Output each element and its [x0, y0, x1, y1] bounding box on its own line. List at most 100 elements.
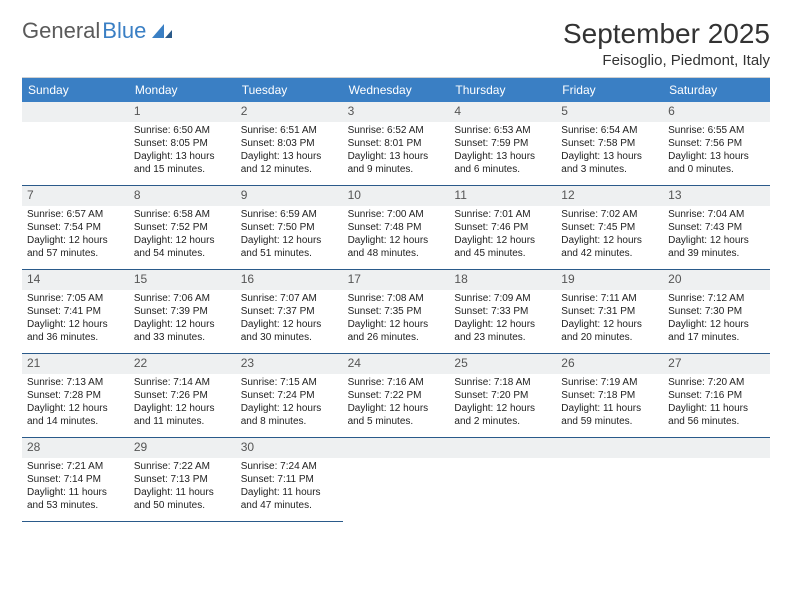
calendar-grid: SundayMondayTuesdayWednesdayThursdayFrid…	[22, 77, 770, 522]
empty-cell	[556, 438, 663, 522]
sunset-line: Sunset: 7:28 PM	[27, 389, 124, 402]
sunset-line: Sunset: 7:18 PM	[561, 389, 658, 402]
day-header: Wednesday	[343, 78, 450, 102]
daylight-line: Daylight: 12 hours and 54 minutes.	[134, 234, 231, 260]
day-cell: 15 Sunrise: 7:06 AMSunset: 7:39 PMDayligh…	[129, 270, 236, 354]
day-number: 17	[343, 270, 450, 290]
sunset-line: Sunset: 7:24 PM	[241, 389, 338, 402]
daylight-line: Daylight: 13 hours and 6 minutes.	[454, 150, 551, 176]
sunset-line: Sunset: 7:54 PM	[27, 221, 124, 234]
sunset-line: Sunset: 8:03 PM	[241, 137, 338, 150]
location-subtitle: Feisoglio, Piedmont, Italy	[563, 52, 770, 69]
daylight-line: Daylight: 12 hours and 23 minutes.	[454, 318, 551, 344]
day-number: 27	[663, 354, 770, 374]
empty-day-strip	[22, 102, 129, 122]
day-cell: 17Sunrise: 7:08 AMSunset: 7:35 PMDayligh…	[343, 270, 450, 354]
calendar-page: GeneralBlue September 2025 Feisoglio, Pi…	[0, 0, 792, 612]
sunrise-line: Sunrise: 7:07 AM	[241, 292, 338, 305]
day-cell: 30Sunrise: 7:24 AMSunset: 7:11 PMDayligh…	[236, 438, 343, 522]
daylight-line: Daylight: 12 hours and 11 minutes.	[134, 402, 231, 428]
empty-day-strip	[343, 438, 450, 458]
day-cell: 25Sunrise: 7:18 AMSunset: 7:20 PMDayligh…	[449, 354, 556, 438]
sunset-line: Sunset: 7:30 PM	[668, 305, 765, 318]
sunset-line: Sunset: 8:05 PM	[134, 137, 231, 150]
logo-sail-icon	[150, 22, 174, 40]
day-cell: 13 Sunrise: 7:04 AMSunset: 7:43 PMDayligh…	[663, 186, 770, 270]
day-header: Saturday	[663, 78, 770, 102]
sunrise-line: Sunrise: 6:57 AM	[27, 208, 124, 221]
sunset-line: Sunset: 7:13 PM	[134, 473, 231, 486]
sunrise-line: Sunrise: 7:24 AM	[241, 460, 338, 473]
daylight-line: Daylight: 12 hours and 5 minutes.	[348, 402, 445, 428]
day-cell: 29Sunrise: 7:22 AMSunset: 7:13 PMDayligh…	[129, 438, 236, 522]
sunrise-line: Sunrise: 6:52 AM	[348, 124, 445, 137]
brand-blue: Blue	[102, 18, 146, 44]
daylight-line: Daylight: 13 hours and 12 minutes.	[241, 150, 338, 176]
sunset-line: Sunset: 7:33 PM	[454, 305, 551, 318]
day-cell: 7Sunrise: 6:57 AMSunset: 7:54 PMDaylight…	[22, 186, 129, 270]
sunrise-line: Sunrise: 7:18 AM	[454, 376, 551, 389]
day-number: 18	[449, 270, 556, 290]
day-number: 24	[343, 354, 450, 374]
day-number: 13	[663, 186, 770, 206]
sunset-line: Sunset: 7:26 PM	[134, 389, 231, 402]
day-number: 1	[129, 102, 236, 122]
day-cell: 5Sunrise: 6:54 AMSunset: 7:58 PMDaylight…	[556, 102, 663, 186]
sunset-line: Sunset: 7:39 PM	[134, 305, 231, 318]
sunset-line: Sunset: 7:16 PM	[668, 389, 765, 402]
day-cell: 11Sunrise: 7:01 AMSunset: 7:46 PMDayligh…	[449, 186, 556, 270]
daylight-line: Daylight: 13 hours and 0 minutes.	[668, 150, 765, 176]
empty-cell	[22, 102, 129, 186]
sunset-line: Sunset: 7:58 PM	[561, 137, 658, 150]
sunset-line: Sunset: 7:11 PM	[241, 473, 338, 486]
daylight-line: Daylight: 12 hours and 36 minutes.	[27, 318, 124, 344]
sunrise-line: Sunrise: 7:13 AM	[27, 376, 124, 389]
sunrise-line: Sunrise: 6:58 AM	[134, 208, 231, 221]
sunrise-line: Sunrise: 7:05 AM	[27, 292, 124, 305]
day-number: 25	[449, 354, 556, 374]
daylight-line: Daylight: 11 hours and 50 minutes.	[134, 486, 231, 512]
daylight-line: Daylight: 12 hours and 14 minutes.	[27, 402, 124, 428]
sunrise-line: Sunrise: 7:04 AM	[668, 208, 765, 221]
sunrise-line: Sunrise: 7:19 AM	[561, 376, 658, 389]
sunrise-line: Sunrise: 7:16 AM	[348, 376, 445, 389]
sunrise-line: Sunrise: 7:06 AM	[134, 292, 231, 305]
page-header: GeneralBlue September 2025 Feisoglio, Pi…	[22, 18, 770, 69]
day-header: Monday	[129, 78, 236, 102]
title-block: September 2025 Feisoglio, Piedmont, Ital…	[563, 18, 770, 69]
sunset-line: Sunset: 7:41 PM	[27, 305, 124, 318]
daylight-line: Daylight: 13 hours and 15 minutes.	[134, 150, 231, 176]
sunset-line: Sunset: 7:45 PM	[561, 221, 658, 234]
sunrise-line: Sunrise: 7:01 AM	[454, 208, 551, 221]
day-number: 16	[236, 270, 343, 290]
day-header: Sunday	[22, 78, 129, 102]
sunrise-line: Sunrise: 7:08 AM	[348, 292, 445, 305]
empty-day-strip	[663, 438, 770, 458]
sunset-line: Sunset: 7:56 PM	[668, 137, 765, 150]
day-cell: 18 Sunrise: 7:09 AMSunset: 7:33 PMDayligh…	[449, 270, 556, 354]
day-number: 15	[129, 270, 236, 290]
daylight-line: Daylight: 11 hours and 47 minutes.	[241, 486, 338, 512]
sunrise-line: Sunrise: 7:15 AM	[241, 376, 338, 389]
day-number: 2	[236, 102, 343, 122]
daylight-line: Daylight: 12 hours and 33 minutes.	[134, 318, 231, 344]
sunrise-line: Sunrise: 7:09 AM	[454, 292, 551, 305]
day-number: 23	[236, 354, 343, 374]
empty-day-strip	[449, 438, 556, 458]
sunrise-line: Sunrise: 7:20 AM	[668, 376, 765, 389]
day-number: 14	[22, 270, 129, 290]
sunset-line: Sunset: 8:01 PM	[348, 137, 445, 150]
daylight-line: Daylight: 11 hours and 56 minutes.	[668, 402, 765, 428]
daylight-line: Daylight: 12 hours and 39 minutes.	[668, 234, 765, 260]
day-cell: 3Sunrise: 6:52 AMSunset: 8:01 PMDaylight…	[343, 102, 450, 186]
sunrise-line: Sunrise: 7:00 AM	[348, 208, 445, 221]
daylight-line: Daylight: 12 hours and 42 minutes.	[561, 234, 658, 260]
sunset-line: Sunset: 7:43 PM	[668, 221, 765, 234]
sunrise-line: Sunrise: 6:53 AM	[454, 124, 551, 137]
day-number: 3	[343, 102, 450, 122]
day-cell: 23Sunrise: 7:15 AMSunset: 7:24 PMDayligh…	[236, 354, 343, 438]
daylight-line: Daylight: 12 hours and 2 minutes.	[454, 402, 551, 428]
day-number: 9	[236, 186, 343, 206]
sunrise-line: Sunrise: 6:51 AM	[241, 124, 338, 137]
day-number: 12	[556, 186, 663, 206]
